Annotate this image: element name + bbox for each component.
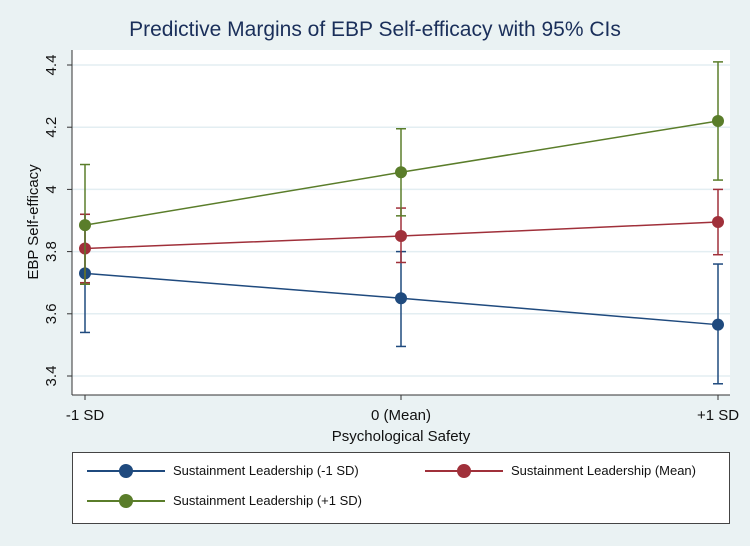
legend-label: Sustainment Leadership (+1 SD) [173, 493, 362, 508]
x-tick-label: -1 SD [66, 407, 105, 424]
data-point [712, 114, 724, 127]
legend-item: Sustainment Leadership (Mean) [425, 463, 696, 478]
x-tick-label: +1 SD [697, 407, 739, 424]
y-tick-label: 3.6 [43, 303, 60, 324]
legend-label: Sustainment Leadership (-1 SD) [173, 463, 359, 478]
legend-swatch [425, 463, 503, 478]
legend-item: Sustainment Leadership (-1 SD) [87, 463, 359, 478]
data-point [79, 219, 91, 232]
data-point [395, 166, 407, 179]
legend-swatch [87, 493, 165, 508]
y-tick-label: 4.4 [43, 55, 60, 76]
y-tick-label: 4 [43, 185, 60, 193]
y-axis-label: EBP Self-efficacy [25, 164, 42, 280]
x-tick-label: 0 (Mean) [371, 407, 431, 424]
x-axis-label: Psychological Safety [332, 428, 471, 445]
legend: Sustainment Leadership (-1 SD) Sustainmen… [72, 452, 730, 524]
legend-item: Sustainment Leadership (+1 SD) [87, 493, 362, 508]
legend-label: Sustainment Leadership (Mean) [511, 463, 696, 478]
data-point [712, 216, 724, 229]
data-point [395, 230, 407, 243]
y-tick-label: 3.8 [43, 241, 60, 262]
y-tick-label: 4.2 [43, 117, 60, 138]
chart-plot: 3.4 3.6 3.8 4 4.2 4.4 -1 SD 0 (Mean) +1 SD Psycho… [25, 50, 739, 445]
y-tick-label: 3.4 [43, 366, 60, 387]
chart-title: Predictive Margins of EBP Self-efficacy … [129, 18, 621, 41]
data-point [395, 292, 407, 305]
data-point [712, 318, 724, 331]
legend-swatch [87, 463, 165, 478]
